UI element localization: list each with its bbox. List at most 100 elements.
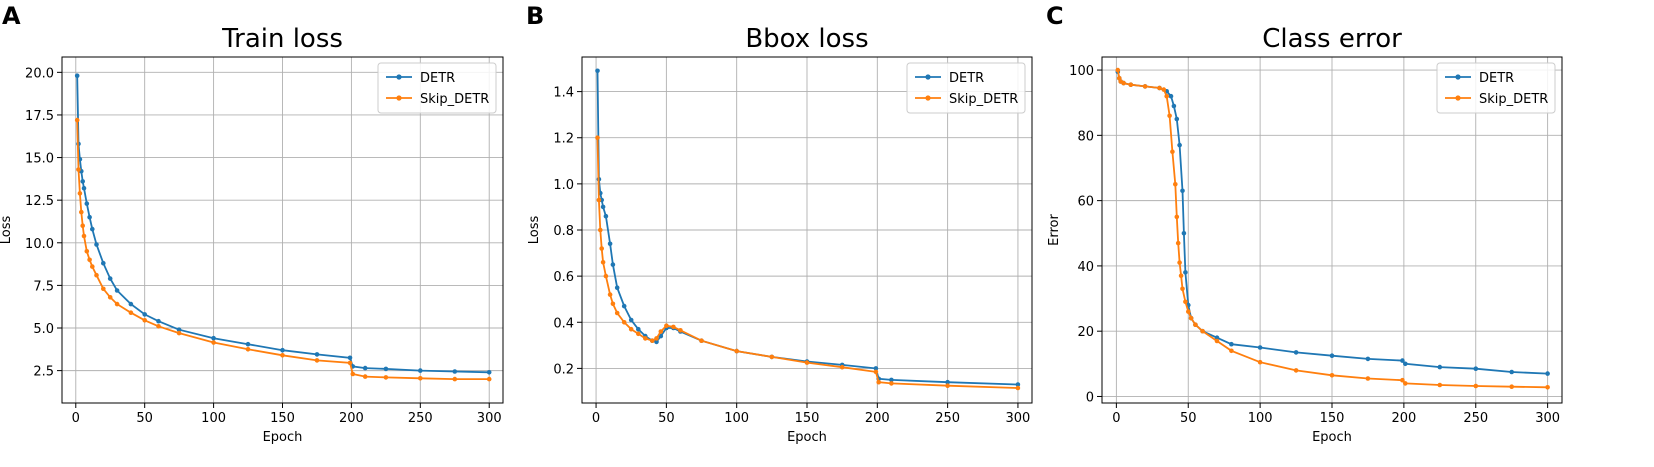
data-point: [595, 68, 600, 74]
data-point: [873, 369, 879, 375]
data-point: [77, 191, 83, 196]
data-point: [628, 326, 634, 332]
y-tick-label: 0.4: [553, 316, 574, 331]
x-tick-label: 300: [1535, 411, 1560, 426]
legend: DETR Skip_DETR: [1436, 62, 1556, 114]
data-point: [1200, 328, 1205, 334]
series-DETR: [74, 73, 492, 375]
series-line: [1116, 71, 1548, 375]
y-tick-label: 2.5: [33, 365, 54, 380]
y-tick-label: 0.2: [553, 362, 574, 377]
legend: DETR Skip_DETR: [377, 62, 497, 114]
data-point: [1181, 231, 1187, 236]
data-point: [1229, 348, 1234, 354]
data-point: [114, 301, 120, 307]
legend-label: Skip_DETR: [1479, 92, 1548, 107]
data-point: [1509, 369, 1514, 375]
y-tick-label: 80: [1077, 129, 1094, 144]
legend-box: [906, 62, 1026, 114]
series-Skip_DETR: [1115, 67, 1550, 390]
data-point: [1545, 385, 1550, 390]
data-point: [176, 327, 182, 333]
series-line: [596, 137, 1018, 389]
y-tick-label: 15.0: [25, 152, 54, 167]
y-tick-label: 1.2: [553, 132, 574, 147]
x-tick-label: 250: [935, 411, 960, 426]
x-tick-label: 200: [865, 411, 890, 426]
series-line: [76, 120, 490, 381]
data-point: [1437, 364, 1443, 370]
data-point: [486, 376, 492, 382]
data-point: [80, 223, 85, 228]
data-point: [383, 366, 389, 372]
data-point: [1509, 384, 1514, 390]
legend-label: Skip_DETR: [420, 92, 489, 107]
legend-label: DETR: [949, 71, 984, 86]
series-DETR: [595, 68, 1021, 387]
data-point: [142, 312, 147, 317]
data-point: [1171, 103, 1177, 109]
data-point: [596, 197, 602, 203]
data-point: [211, 335, 216, 341]
data-point: [839, 364, 845, 370]
legend-swatch-marker: [1455, 74, 1461, 80]
legend-box: [1436, 62, 1556, 114]
data-point: [1214, 338, 1220, 344]
x-tick-label: 150: [270, 411, 295, 426]
y-tick-label: 20.0: [25, 66, 54, 81]
series-Skip_DETR: [595, 135, 1021, 391]
data-point: [1177, 142, 1182, 148]
data-point: [643, 336, 648, 341]
data-point: [945, 383, 950, 389]
y-tick-label: 17.5: [25, 109, 54, 124]
data-point: [1177, 260, 1182, 265]
data-point: [1365, 376, 1371, 381]
data-point: [1473, 366, 1479, 372]
y-tick-label: 5.0: [33, 322, 54, 337]
data-point: [607, 241, 613, 247]
x-tick-label: 50: [136, 411, 153, 426]
data-point: [607, 292, 613, 297]
data-point: [1157, 85, 1162, 91]
data-point: [1175, 240, 1181, 246]
data-point: [664, 323, 669, 329]
data-point: [1015, 382, 1021, 387]
legend-swatch-marker: [925, 74, 931, 80]
x-tick-label: 300: [1006, 411, 1031, 426]
data-point: [452, 376, 458, 382]
data-point: [245, 347, 251, 352]
data-point: [1173, 182, 1178, 187]
data-point: [156, 324, 161, 329]
data-point: [636, 331, 641, 337]
data-point: [1293, 350, 1299, 355]
data-point: [876, 379, 881, 385]
data-point: [614, 285, 620, 291]
data-point: [418, 368, 423, 373]
data-point: [362, 374, 368, 379]
data-point: [90, 226, 95, 232]
data-point: [76, 167, 81, 172]
data-point: [654, 336, 659, 341]
y-axis-label: Error: [1047, 214, 1062, 246]
y-tick-label: 10.0: [25, 237, 54, 252]
data-point: [1403, 361, 1408, 367]
data-point: [1121, 80, 1126, 86]
y-tick-label: 0: [1086, 390, 1094, 405]
data-point: [94, 242, 99, 247]
legend-box: [377, 62, 497, 114]
data-point: [1186, 309, 1191, 314]
data-point: [87, 214, 92, 220]
x-axis-label: Epoch: [1312, 430, 1352, 445]
data-point: [1188, 315, 1194, 321]
y-tick-label: 0.6: [553, 270, 574, 285]
data-point: [79, 209, 84, 215]
data-point: [176, 330, 182, 336]
data-point: [1329, 373, 1335, 378]
data-point: [142, 318, 147, 323]
data-point: [452, 369, 458, 374]
x-tick-label: 100: [724, 411, 749, 426]
data-point: [1128, 82, 1134, 87]
x-tick-label: 150: [1320, 411, 1345, 426]
data-point: [658, 329, 664, 334]
chart-title: Train loss: [221, 24, 343, 54]
